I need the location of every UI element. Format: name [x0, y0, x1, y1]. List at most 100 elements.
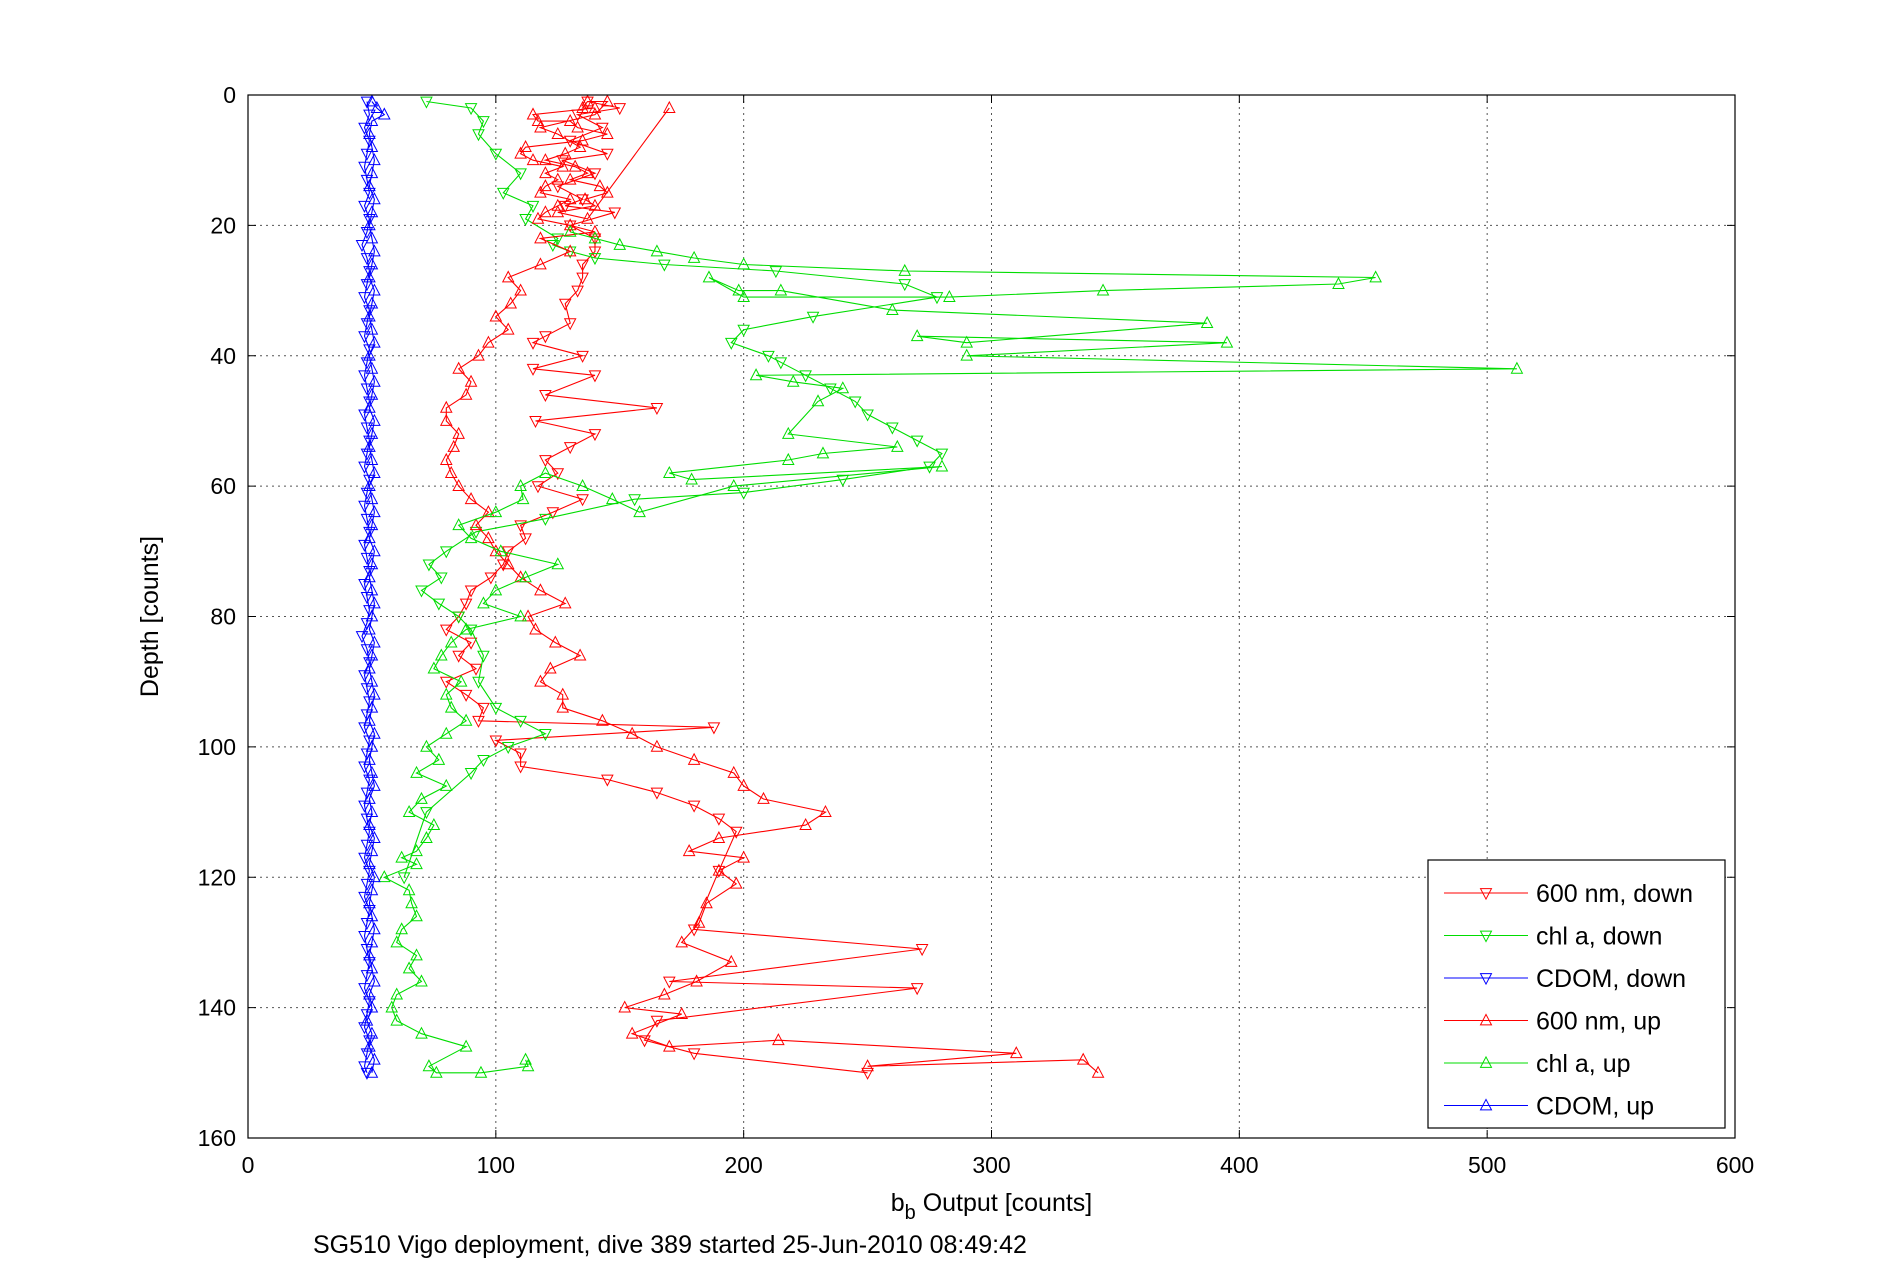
data-point [544, 661, 557, 674]
data-point [732, 283, 746, 296]
x-axis-label-subscript: b [905, 1202, 916, 1224]
data-point [573, 648, 587, 661]
data-point [365, 322, 379, 335]
data-point [368, 726, 381, 739]
data-point [501, 741, 515, 754]
data-point [363, 474, 376, 487]
data-point [588, 429, 602, 442]
data-point [514, 283, 527, 296]
data-point [363, 218, 376, 231]
data-point [358, 852, 371, 865]
data-point [430, 1065, 443, 1078]
data-point [422, 559, 436, 572]
data-point [563, 442, 577, 455]
data-point [360, 839, 374, 852]
data-point [420, 739, 433, 752]
data-point [484, 572, 498, 585]
legend: 600 nm, down chl a, down CDOM, down 600 nm,… [1427, 859, 1726, 1129]
y-tick-label: 80 [210, 604, 236, 630]
legend-entry: chl a, down [1444, 923, 1662, 951]
data-point [360, 917, 374, 931]
data-point [662, 976, 676, 989]
data-point [539, 389, 552, 402]
series-cdom-up [360, 94, 391, 1078]
data-point [363, 565, 376, 578]
data-point [360, 592, 374, 605]
data-point [390, 935, 404, 948]
legend-label: 600 nm, up [1536, 1008, 1661, 1036]
data-point [662, 100, 676, 113]
data-point [514, 168, 527, 181]
data-point [581, 211, 594, 224]
data-point [439, 413, 453, 426]
data-point [452, 518, 465, 531]
data-point [368, 374, 381, 387]
data-point [556, 687, 570, 700]
data-point [477, 650, 490, 663]
data-point [472, 348, 485, 361]
data-point [910, 329, 924, 342]
data-point [514, 715, 527, 728]
data-point [472, 715, 485, 728]
data-point [415, 974, 428, 987]
data-point [1332, 276, 1345, 289]
data-point [459, 713, 473, 726]
data-point [571, 120, 584, 133]
data-point [489, 309, 503, 322]
data-point [452, 650, 465, 663]
data-point [464, 585, 478, 598]
data-point [576, 194, 589, 207]
data-point [687, 1048, 701, 1061]
data-point [434, 648, 448, 661]
data-point [368, 635, 381, 648]
data-point [390, 987, 404, 1000]
data-point [601, 126, 614, 140]
data-point [514, 479, 527, 492]
data-point [363, 531, 376, 544]
data-point [1091, 1065, 1105, 1078]
data-point [526, 337, 540, 350]
data-point [690, 974, 703, 987]
data-point [724, 337, 738, 350]
data-point [675, 1007, 689, 1020]
data-point [365, 1000, 379, 1013]
data-point [489, 148, 503, 161]
data-point [613, 237, 627, 250]
data-point [439, 676, 453, 689]
data-point [588, 246, 602, 259]
data-point [682, 844, 696, 857]
series-chl-a-up [377, 224, 1524, 1078]
data-point [368, 283, 381, 296]
data-point [444, 465, 458, 478]
data-point [539, 331, 552, 344]
data-point [774, 357, 788, 370]
legend-label: CDOM, up [1536, 1093, 1654, 1121]
data-point [519, 140, 532, 153]
data-point [410, 909, 423, 922]
data-point [368, 544, 381, 557]
data-point [702, 270, 716, 283]
data-point [363, 270, 376, 283]
data-point [363, 622, 376, 635]
data-point [836, 474, 850, 487]
y-tick-label: 20 [210, 212, 236, 238]
data-point [464, 103, 478, 116]
data-point [700, 896, 713, 909]
data-point [960, 348, 974, 361]
data-point [358, 800, 371, 813]
data-point [358, 331, 371, 344]
data-point [360, 148, 374, 161]
data-point [358, 461, 371, 474]
x-tick-label: 400 [1220, 1152, 1258, 1178]
data-point [385, 1000, 399, 1013]
data-point [365, 883, 379, 896]
data-point [482, 505, 495, 518]
data-point [434, 572, 448, 585]
data-point [363, 657, 376, 670]
data-point [556, 700, 570, 713]
data-point [363, 344, 376, 357]
data-point [521, 609, 535, 622]
data-point [365, 583, 379, 596]
data-point [712, 863, 726, 876]
data-point [539, 465, 552, 478]
